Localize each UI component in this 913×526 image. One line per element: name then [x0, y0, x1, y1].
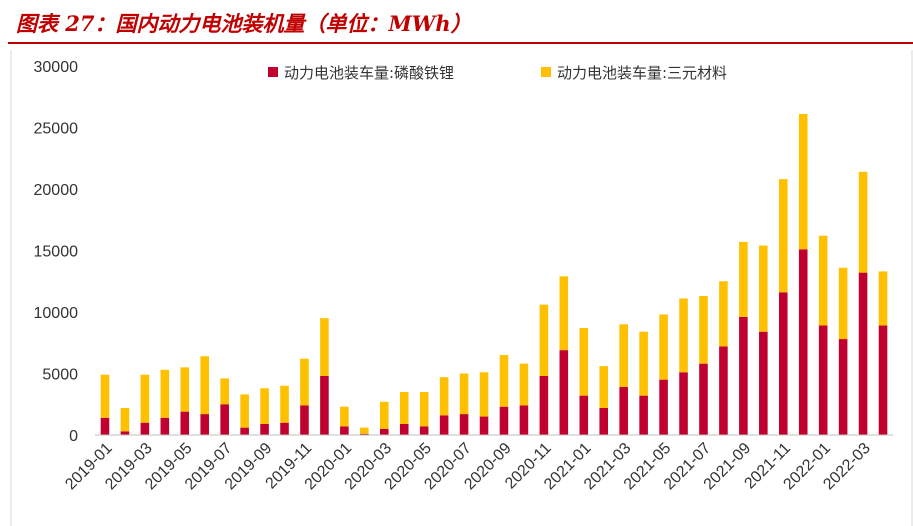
bar-lfp: [320, 375, 329, 435]
bar-ncm: [599, 366, 609, 408]
bar-lfp: [599, 407, 609, 435]
bar-ncm: [439, 377, 449, 416]
bar-ncm: [798, 113, 808, 250]
bar-lfp: [619, 387, 628, 435]
chart-title: 图表 27：国内动力电池装机量（单位：MWh）: [16, 11, 472, 36]
bar-lfp: [300, 405, 309, 435]
bar-ncm: [499, 355, 509, 407]
bar-lfp: [639, 395, 648, 435]
title-rule: [8, 42, 913, 44]
bar-lfp: [838, 339, 848, 435]
bar-lfp: [280, 422, 289, 435]
bar-ncm: [639, 331, 648, 396]
bar-ncm: [579, 327, 589, 396]
bar-ncm: [419, 391, 429, 427]
bar-lfp: [459, 414, 469, 435]
bar-ncm: [379, 401, 389, 429]
bar-ncm: [759, 245, 768, 332]
bar-lfp: [419, 426, 429, 435]
bar-ncm: [340, 406, 349, 427]
x-axis: 2019-012019-032019-052019-072019-092019-…: [62, 440, 874, 494]
bar-lfp: [379, 428, 389, 435]
bar-ncm: [818, 235, 828, 326]
y-axis: 30000 25000 20000 15000 10000 5000 0: [34, 59, 79, 445]
bar-ncm: [220, 378, 229, 405]
legend-swatch-ncm: [541, 67, 551, 77]
bar-lfp: [878, 325, 888, 435]
bar-lfp: [699, 363, 708, 435]
y-tick-label: 15000: [34, 244, 79, 261]
legend-label-ncm: 动力电池装车量:三元材料: [557, 64, 727, 82]
bar-ncm: [180, 367, 190, 412]
y-tick-label: 25000: [34, 121, 79, 138]
bar-lfp: [360, 433, 369, 435]
bar-lfp: [180, 411, 190, 435]
bar-lfp: [499, 406, 509, 435]
bar-lfp: [399, 423, 409, 435]
bar-ncm: [120, 407, 130, 432]
bar-ncm: [300, 358, 309, 406]
bar-lfp: [798, 249, 808, 435]
bar-ncm: [519, 363, 529, 406]
bar-ncm: [699, 296, 708, 364]
bar-ncm: [140, 374, 150, 423]
bar-lfp: [479, 416, 489, 435]
bar-ncm: [479, 372, 489, 417]
bar-lfp: [120, 431, 130, 435]
bar-ncm: [360, 427, 369, 434]
y-tick-label: 0: [69, 428, 78, 445]
bar-lfp: [140, 422, 150, 435]
bar-lfp: [240, 427, 249, 435]
bar-lfp: [439, 415, 449, 435]
y-tick-label: 5000: [42, 367, 78, 384]
legend-label-lfp: 动力电池装车量:磷酸铁锂: [284, 64, 454, 82]
bar-lfp: [579, 395, 589, 435]
bar-series: [100, 113, 888, 435]
bar-ncm: [280, 385, 289, 423]
bar-ncm: [160, 369, 170, 418]
bar-lfp: [719, 346, 728, 435]
bar-lfp: [220, 404, 229, 435]
bar-ncm: [459, 373, 469, 415]
bar-lfp: [519, 405, 529, 435]
bar-ncm: [719, 281, 728, 347]
bar-lfp: [818, 325, 828, 435]
bar-ncm: [838, 267, 848, 340]
bar-ncm: [260, 388, 269, 424]
bar-ncm: [100, 374, 110, 418]
bar-lfp: [559, 350, 569, 435]
bar-lfp: [160, 417, 170, 435]
bar-lfp: [679, 372, 688, 435]
legend: 动力电池装车量:磷酸铁锂 动力电池装车量:三元材料: [268, 64, 727, 82]
bar-ncm: [399, 391, 409, 424]
bar-ncm: [679, 298, 688, 373]
title-bar: 图表 27：国内动力电池装机量（单位：MWh）: [0, 0, 913, 44]
bar-ncm: [559, 276, 569, 351]
bar-lfp: [200, 414, 210, 435]
bar-ncm: [659, 314, 668, 380]
bar-ncm: [778, 179, 788, 293]
bar-lfp: [659, 379, 668, 435]
bar-ncm: [539, 304, 549, 376]
bar-ncm: [878, 271, 888, 326]
y-tick-label: 10000: [34, 305, 79, 322]
bar-ncm: [858, 171, 868, 273]
bar-ncm: [619, 324, 628, 388]
y-tick-label: 30000: [34, 59, 79, 76]
bar-ncm: [739, 241, 748, 317]
bar-ncm: [200, 356, 210, 415]
bar-lfp: [739, 316, 748, 435]
bar-ncm: [240, 394, 249, 428]
bar-lfp: [100, 417, 110, 435]
bar-lfp: [759, 331, 768, 435]
legend-swatch-lfp: [268, 67, 278, 77]
bar-lfp: [778, 292, 788, 435]
bar-lfp: [858, 272, 868, 435]
bar-lfp: [260, 423, 269, 435]
y-tick-label: 20000: [34, 182, 79, 199]
bar-ncm: [320, 318, 329, 376]
bar-lfp: [340, 426, 349, 435]
bar-lfp: [539, 375, 549, 435]
